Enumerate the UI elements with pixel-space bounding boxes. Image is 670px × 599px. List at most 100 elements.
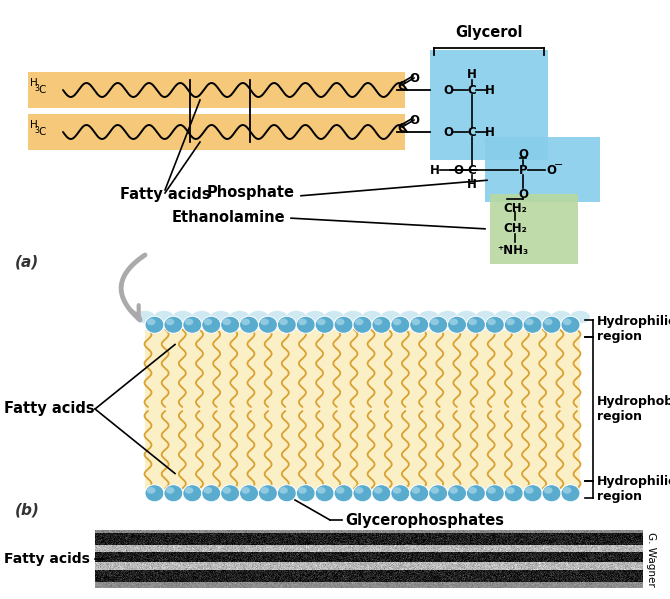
Ellipse shape [154, 311, 174, 323]
Ellipse shape [165, 319, 174, 325]
Ellipse shape [259, 485, 277, 502]
Ellipse shape [173, 311, 193, 323]
Text: C: C [468, 164, 476, 177]
Text: Fatty acids: Fatty acids [5, 401, 95, 416]
Ellipse shape [334, 316, 353, 333]
Text: CH₂: CH₂ [503, 201, 527, 214]
Ellipse shape [410, 485, 429, 502]
Ellipse shape [570, 311, 590, 323]
Text: O: O [546, 164, 556, 177]
Ellipse shape [164, 485, 183, 502]
Text: C: C [468, 83, 476, 96]
Ellipse shape [450, 319, 458, 325]
Ellipse shape [355, 319, 363, 325]
Ellipse shape [324, 311, 344, 323]
Ellipse shape [315, 316, 334, 333]
Ellipse shape [431, 319, 439, 325]
Ellipse shape [410, 316, 429, 333]
Ellipse shape [343, 311, 363, 323]
Ellipse shape [353, 485, 372, 502]
Ellipse shape [505, 316, 523, 333]
Text: Hydrophilic
region: Hydrophilic region [597, 314, 670, 343]
Ellipse shape [240, 485, 259, 502]
Ellipse shape [393, 319, 401, 325]
Bar [28, 72, 405, 108]
Text: Hydrophilic
region: Hydrophilic region [597, 476, 670, 503]
Ellipse shape [222, 487, 231, 494]
Ellipse shape [279, 319, 288, 325]
Ellipse shape [485, 485, 505, 502]
Text: O: O [518, 187, 528, 201]
Ellipse shape [296, 485, 316, 502]
Ellipse shape [147, 319, 155, 325]
Bar [145, 329, 580, 489]
Ellipse shape [487, 487, 496, 494]
Ellipse shape [523, 316, 542, 333]
Ellipse shape [317, 319, 326, 325]
Text: −: − [554, 160, 563, 170]
Ellipse shape [448, 316, 466, 333]
Ellipse shape [267, 311, 287, 323]
Ellipse shape [279, 487, 288, 494]
Ellipse shape [393, 487, 401, 494]
Bar [485, 137, 600, 202]
Ellipse shape [261, 319, 269, 325]
Text: H: H [30, 120, 38, 130]
Ellipse shape [431, 487, 439, 494]
Ellipse shape [315, 485, 334, 502]
Ellipse shape [448, 485, 466, 502]
Ellipse shape [525, 487, 533, 494]
Ellipse shape [261, 487, 269, 494]
Text: O: O [409, 71, 419, 84]
Ellipse shape [336, 319, 344, 325]
Ellipse shape [336, 487, 344, 494]
Ellipse shape [505, 485, 523, 502]
Ellipse shape [476, 311, 495, 323]
Ellipse shape [400, 311, 420, 323]
Ellipse shape [563, 319, 572, 325]
Ellipse shape [506, 487, 515, 494]
Ellipse shape [210, 311, 230, 323]
Ellipse shape [334, 485, 353, 502]
Ellipse shape [391, 485, 410, 502]
Ellipse shape [551, 311, 571, 323]
Text: O: O [453, 164, 463, 177]
Text: Phosphate: Phosphate [207, 186, 295, 201]
Ellipse shape [286, 311, 306, 323]
Ellipse shape [306, 311, 325, 323]
Text: C: C [38, 127, 46, 137]
Ellipse shape [298, 487, 307, 494]
Ellipse shape [220, 485, 240, 502]
Text: O: O [443, 126, 453, 138]
Ellipse shape [466, 316, 486, 333]
Ellipse shape [362, 311, 382, 323]
Ellipse shape [204, 319, 212, 325]
Ellipse shape [145, 485, 164, 502]
Ellipse shape [298, 319, 307, 325]
Ellipse shape [494, 311, 515, 323]
Ellipse shape [317, 487, 326, 494]
Text: G. Wagner: G. Wagner [646, 532, 656, 586]
Ellipse shape [249, 311, 269, 323]
Text: (b): (b) [15, 503, 40, 518]
Ellipse shape [164, 316, 183, 333]
Ellipse shape [240, 316, 259, 333]
Ellipse shape [429, 316, 448, 333]
Ellipse shape [544, 487, 553, 494]
Text: H: H [30, 78, 38, 88]
Ellipse shape [513, 311, 533, 323]
Ellipse shape [411, 319, 420, 325]
Ellipse shape [561, 316, 580, 333]
Text: P: P [519, 164, 527, 177]
Text: CH₂: CH₂ [503, 222, 527, 234]
Text: O: O [409, 113, 419, 126]
Ellipse shape [192, 311, 212, 323]
Ellipse shape [165, 487, 174, 494]
Ellipse shape [296, 316, 316, 333]
Ellipse shape [450, 487, 458, 494]
Text: C: C [397, 122, 407, 135]
Ellipse shape [277, 485, 296, 502]
Ellipse shape [456, 311, 476, 323]
Ellipse shape [542, 316, 561, 333]
Ellipse shape [532, 311, 552, 323]
